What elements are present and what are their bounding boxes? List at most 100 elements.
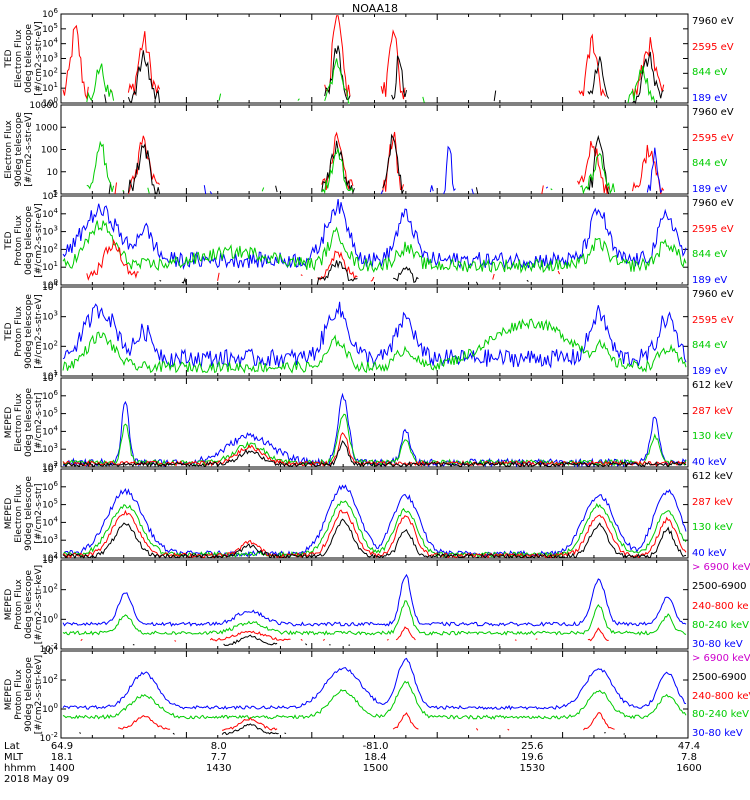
- y-tick-label: 105: [42, 407, 58, 420]
- legend-entry: 612 keV: [692, 380, 733, 391]
- legend-entry: 2595 eV: [692, 223, 734, 235]
- y-axis-label-line: 0deg telescope: [24, 23, 34, 94]
- footer-hhmm-value: 1400: [49, 763, 75, 774]
- y-tick-label: 104: [42, 37, 58, 50]
- y-axis-label-line: Proton Flux: [14, 306, 24, 357]
- legend-entry: 7960 eV: [692, 289, 734, 300]
- y-axis-label-line: [#/cm2-s-str-eV]: [24, 112, 34, 187]
- legend-entry: 130 keV: [692, 431, 733, 443]
- series-line-4: [62, 440, 687, 468]
- y-tick-label: 101: [42, 260, 58, 273]
- legend-entry: 7960 eV: [692, 198, 734, 209]
- series-line-2: [62, 680, 687, 720]
- y-tick-label: 106: [42, 7, 58, 20]
- y-axis-label-line: Proton Flux: [14, 579, 24, 630]
- y-axis-label-line: Electron Flux: [4, 120, 14, 179]
- legend-entry: 240-800 keV: [692, 690, 750, 702]
- y-axis-label-line: TED: [4, 231, 14, 250]
- footer-row-label: MLT: [4, 752, 23, 763]
- y-axis-label-line: 90deg telescope: [24, 294, 34, 369]
- y-tick-label: 1000: [35, 123, 58, 133]
- footer-lat-value: -81.0: [362, 741, 389, 752]
- y-axis-label-line: Proton Flux: [14, 215, 24, 266]
- y-axis-label-line: 90deg telescope: [24, 657, 34, 732]
- y-tick-label: 105: [42, 22, 58, 35]
- series-line-1: [62, 199, 687, 270]
- y-axis-label: MEPED Proton Flux 0deg telescope [#/cm2-s-s…: [4, 560, 44, 649]
- legend-entry: 40 keV: [692, 548, 727, 559]
- y-axis-label-line: [#/cm2-s-str]: [34, 392, 44, 453]
- y-axis-label-line: TED: [4, 322, 14, 341]
- series-line-1: [62, 657, 687, 711]
- y-axis-label-line: Electron Flux: [14, 393, 24, 452]
- legend-entry: 7960 eV: [692, 107, 734, 118]
- y-axis-label: TED Proton Flux 90deg telescope [#/cm2-s-st…: [4, 287, 44, 376]
- y-tick-label: 101: [42, 81, 58, 94]
- series-line-2: [62, 500, 687, 558]
- series-line-1: [62, 484, 687, 558]
- footer-lat-value: 64.9: [50, 741, 74, 752]
- legend-entry: 287 keV: [692, 496, 733, 508]
- series-line-2: [62, 318, 687, 374]
- legend-entry: 2595 eV: [692, 314, 734, 326]
- y-tick-label: 106: [42, 389, 58, 402]
- y-axis-label-line: 90deg telescope: [24, 476, 34, 551]
- y-tick-label: 100: [41, 146, 58, 156]
- legend-entry: 30-80 keV: [692, 728, 743, 739]
- footer-hhmm-value: 1500: [362, 763, 389, 774]
- y-axis-label: TED Electron Flux 0deg telescope [#/cm2-s-s…: [4, 14, 44, 103]
- y-axis-label-line: [#/cm2-s-str-keV]: [34, 654, 44, 735]
- y-axis-label: MEPED Electron Flux 90deg telescope [#/cm2-…: [4, 469, 44, 558]
- legend-entry: 7960 eV: [692, 16, 734, 27]
- y-tick-label: 103: [42, 52, 58, 65]
- y-axis-label-line: MEPED: [4, 406, 14, 439]
- series-line-2: [62, 220, 687, 274]
- legend-entry: 844 eV: [692, 158, 728, 170]
- legend-entry: 189 eV: [692, 93, 728, 104]
- series-line-2: [62, 600, 687, 636]
- series-line-1: [62, 573, 687, 627]
- y-axis-label: MEPED Proton Flux 90deg telescope [#/cm2-s-…: [4, 651, 44, 738]
- legend-entry: 2500-6900: [692, 671, 747, 683]
- legend-entry: 189 eV: [692, 366, 728, 377]
- footer-lat-value: 8.0: [210, 741, 227, 752]
- series-line-3: [87, 142, 671, 193]
- legend-entry: 2595 eV: [692, 41, 734, 53]
- y-tick-label: 10000: [29, 101, 58, 111]
- legend-entry: 189 eV: [692, 275, 728, 286]
- y-tick-label: 102: [42, 583, 58, 596]
- y-axis-label-line: TED: [4, 49, 14, 68]
- footer-mlt-value: 7.8: [681, 752, 697, 763]
- series-line-2: [62, 413, 687, 467]
- legend-entry: 844 eV: [692, 340, 728, 352]
- y-tick-label: 102: [42, 673, 58, 686]
- legend-entry: 130 keV: [692, 522, 733, 534]
- y-axis-label-line: [#/cm2-s-str-eV]: [34, 21, 44, 96]
- y-axis-label-line: 0deg telescope: [24, 205, 34, 276]
- y-tick-label: 105: [42, 189, 58, 202]
- footer-mlt-value: 18.1: [50, 752, 74, 763]
- y-axis-label-line: [#/cm2-s-str-eV]: [34, 203, 44, 278]
- y-tick-label: 102: [42, 242, 58, 255]
- y-tick-label: 103: [42, 442, 58, 455]
- legend-entry: > 6900 keV: [692, 562, 750, 573]
- legend-entry: 844 eV: [692, 249, 728, 261]
- y-axis-label-line: MEPED: [4, 588, 14, 621]
- legend-entry: 30-80 keV: [692, 639, 743, 650]
- footer-lat-value: 25.6: [521, 741, 544, 752]
- footer-mlt-value: 19.6: [521, 752, 544, 763]
- y-tick-label: 103: [42, 533, 58, 546]
- footer-mlt-value: 18.4: [364, 752, 387, 763]
- y-axis-label-line: Proton Flux: [14, 669, 24, 720]
- legend-entry: 844 eV: [692, 67, 728, 79]
- y-tick-label: 10: [47, 168, 59, 178]
- panel-frame: [60, 650, 689, 739]
- y-axis-label-line: MEPED: [4, 497, 14, 530]
- y-tick-label: 104: [42, 424, 58, 437]
